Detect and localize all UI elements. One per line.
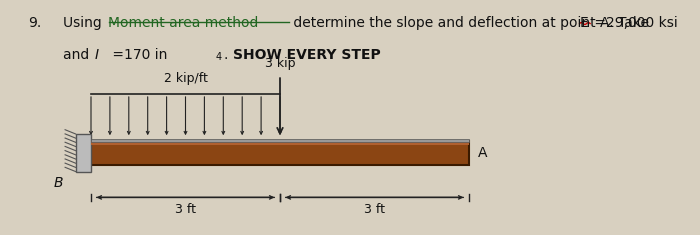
Text: =170 in: =170 in [108,48,168,62]
Bar [91,141,469,164]
Text: E: E [580,16,588,31]
Text: 3 kip: 3 kip [265,58,295,70]
Text: 2 kip/ft: 2 kip/ft [164,72,207,85]
Text: determine the slope and deflection at point A. Take: determine the slope and deflection at po… [289,16,654,31]
Text: 9.: 9. [28,16,41,31]
Text: 4: 4 [216,52,222,62]
Text: I: I [94,48,99,62]
Bar [91,141,469,145]
Text: B: B [53,176,63,190]
Text: Using: Using [63,16,106,31]
Text: .: . [224,48,232,62]
Text: =29,000 ksi: =29,000 ksi [590,16,678,31]
Text: Moment area method: Moment area method [108,16,259,31]
Text: 3 ft: 3 ft [364,203,385,216]
Text: SHOW EVERY STEP: SHOW EVERY STEP [233,48,381,62]
Text: 3 ft: 3 ft [175,203,196,216]
Bar [91,139,469,142]
Text: and: and [63,48,94,62]
Text: A: A [477,146,487,160]
Bar [76,134,91,172]
